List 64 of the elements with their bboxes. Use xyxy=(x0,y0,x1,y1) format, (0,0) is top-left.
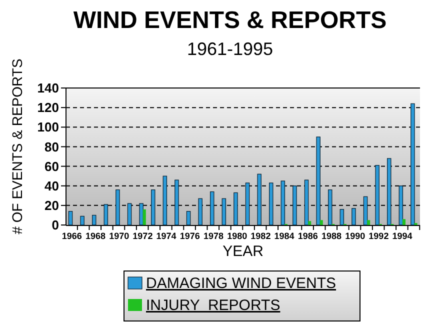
y-axis-title: # OF EVENTS & REPORTS xyxy=(9,58,25,234)
bar xyxy=(328,189,332,226)
legend-label: INJURY REPORTS xyxy=(146,297,280,314)
y-tick-label: 100 xyxy=(37,120,59,135)
bar xyxy=(352,208,356,226)
x-tick-label: 1982 xyxy=(250,231,271,241)
bar xyxy=(363,196,368,226)
x-tick-label: 1978 xyxy=(203,231,224,241)
bar xyxy=(398,186,404,226)
bar xyxy=(80,216,84,226)
y-tick-label: 80 xyxy=(44,139,59,154)
y-tick-label: 140 xyxy=(37,80,59,96)
y-tick-label: 60 xyxy=(44,158,59,174)
bar xyxy=(308,221,312,225)
x-tick-label: 1976 xyxy=(180,231,200,241)
x-tick-label: 1972 xyxy=(132,231,153,241)
bar xyxy=(142,209,146,225)
bar xyxy=(375,165,380,226)
y-tick-label: 120 xyxy=(37,100,59,116)
x-tick-label: 1970 xyxy=(109,231,130,241)
x-tick-label: 1980 xyxy=(227,231,248,241)
legend-label: DAMAGING WIND EVENTS xyxy=(146,275,336,292)
bar xyxy=(367,220,370,225)
bar xyxy=(257,174,262,226)
bar xyxy=(150,189,156,226)
bar xyxy=(316,136,320,226)
bar xyxy=(410,103,415,226)
bar xyxy=(92,214,96,226)
bar xyxy=(280,180,286,226)
x-tick-label: 1992 xyxy=(368,231,389,241)
bar xyxy=(210,191,214,226)
bar xyxy=(68,211,73,226)
x-tick-label: 1988 xyxy=(321,231,342,241)
x-tick-label: 1968 xyxy=(85,231,106,241)
chart-subtitle: 1961-1995 xyxy=(186,39,274,59)
x-tick-label: 1974 xyxy=(156,231,176,241)
bar xyxy=(292,186,297,226)
bar xyxy=(127,203,132,226)
bar xyxy=(234,192,238,226)
bar xyxy=(186,211,191,226)
bar xyxy=(139,203,144,226)
y-tick-label: 20 xyxy=(44,198,59,213)
bar xyxy=(268,182,274,226)
bar xyxy=(386,158,392,226)
x-axis-title: YEAR xyxy=(222,243,264,260)
bar xyxy=(104,204,108,226)
bar xyxy=(162,176,168,226)
bar xyxy=(198,198,202,226)
y-tick-label: 40 xyxy=(44,178,59,194)
bar xyxy=(402,219,406,225)
x-tick-label: 1994 xyxy=(392,231,412,241)
x-tick-label: 1990 xyxy=(345,231,366,241)
x-tick-label: 1984 xyxy=(274,231,294,241)
bar xyxy=(174,180,179,226)
chart-title: WIND EVENTS & REPORTS xyxy=(73,7,387,34)
bar xyxy=(222,198,226,226)
bar xyxy=(304,180,309,226)
bar xyxy=(320,220,323,225)
bar xyxy=(245,182,250,226)
x-tick-label: 1986 xyxy=(298,231,318,241)
bar xyxy=(340,209,344,226)
bar xyxy=(116,189,120,226)
y-tick-label: 0 xyxy=(52,218,59,233)
x-tick-label: 1966 xyxy=(62,231,82,241)
